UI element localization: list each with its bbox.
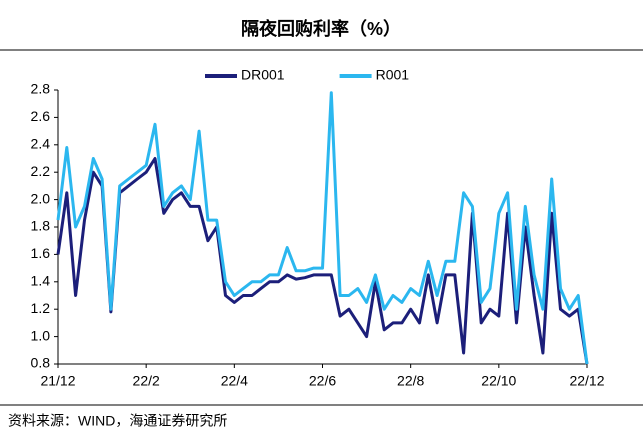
y-tick-label: 2.8 <box>31 81 51 97</box>
x-tick-label: 22/6 <box>309 373 336 389</box>
y-tick-label: 0.8 <box>31 355 51 371</box>
legend-label: DR001 <box>241 67 285 83</box>
y-tick-label: 1.6 <box>31 245 51 261</box>
x-tick-label: 22/10 <box>481 373 516 389</box>
series-line <box>56 157 589 365</box>
y-tick-label: 2.4 <box>31 136 51 152</box>
legend-label: R001 <box>376 67 410 83</box>
chart-title: 隔夜回购利率（%） <box>241 18 401 39</box>
x-tick-label: 22/12 <box>569 373 604 389</box>
x-tick-label: 22/4 <box>221 373 248 389</box>
source-note: 资料来源：WIND，海通证券研究所 <box>8 413 227 429</box>
y-tick-label: 1.0 <box>31 327 51 343</box>
y-tick-label: 1.8 <box>31 218 51 234</box>
series-line <box>56 91 589 365</box>
y-tick-label: 1.2 <box>31 300 51 316</box>
y-tick-label: 1.4 <box>31 273 51 289</box>
y-tick-label: 2.0 <box>31 190 51 206</box>
y-tick-label: 2.2 <box>31 163 51 179</box>
y-tick-label: 2.6 <box>31 108 51 124</box>
x-tick-label: 22/2 <box>133 373 160 389</box>
x-tick-label: 21/12 <box>40 373 75 389</box>
x-tick-label: 22/8 <box>397 373 424 389</box>
